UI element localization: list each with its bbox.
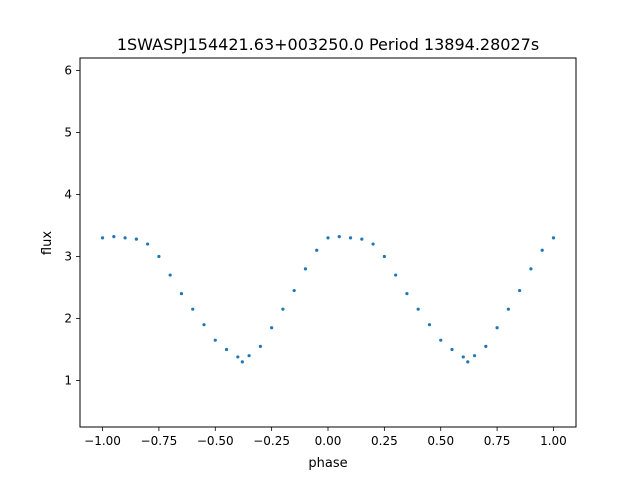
data-point: [416, 307, 420, 311]
data-point: [100, 236, 105, 240]
data-point: [466, 360, 470, 364]
data-point: [427, 323, 432, 327]
data-point: [247, 354, 251, 358]
chart-title: 1SWASPJ154421.63+003250.0 Period 13894.2…: [117, 35, 539, 54]
data-point: [472, 354, 477, 358]
data-point: [394, 273, 398, 277]
data-point: [168, 273, 172, 277]
x-tick-label: −0.50: [197, 434, 234, 448]
data-point: [439, 338, 443, 342]
data-point: [540, 248, 544, 252]
y-axis-label: flux: [40, 231, 55, 255]
data-point: [337, 235, 341, 239]
data-point: [213, 338, 217, 342]
y-tick-label: 6: [64, 63, 72, 77]
x-tick-label: 0.25: [371, 434, 398, 448]
data-point: [551, 236, 556, 240]
data-point: [315, 248, 319, 252]
data-point: [236, 355, 240, 359]
x-tick-label: 0.75: [484, 434, 511, 448]
y-axis-ticks: 1 2 3 4 5 6: [64, 63, 80, 387]
data-point: [382, 254, 386, 259]
data-point: [518, 288, 522, 293]
y-tick-label: 1: [64, 373, 72, 387]
x-tick-label: 1.00: [540, 434, 567, 448]
data-point: [461, 355, 465, 359]
data-points: [100, 235, 556, 364]
y-tick-label: 2: [64, 311, 72, 325]
y-tick-label: 4: [64, 187, 72, 201]
data-point: [495, 326, 499, 330]
data-point: [112, 235, 116, 239]
data-point: [360, 237, 364, 241]
data-point: [179, 292, 184, 296]
x-axis-ticks: −1.00 −0.75 −0.50 −0.25 0.00 0.25 0.50 0.75 1.00: [84, 427, 567, 448]
data-point: [529, 267, 533, 271]
data-point: [303, 267, 308, 271]
data-point: [450, 347, 454, 352]
data-point: [371, 242, 375, 246]
x-axis-label: phase: [308, 456, 347, 471]
data-point: [202, 323, 206, 327]
data-point: [134, 237, 138, 241]
data-point: [224, 347, 229, 352]
data-point: [292, 288, 296, 293]
data-point: [157, 254, 161, 259]
y-tick-label: 3: [64, 249, 72, 263]
data-point: [326, 236, 330, 240]
data-point: [506, 307, 510, 311]
data-point: [270, 326, 274, 330]
data-point: [123, 236, 127, 240]
data-point: [484, 344, 488, 348]
data-point: [146, 242, 150, 246]
data-point: [191, 307, 195, 311]
x-tick-label: 0.00: [315, 434, 342, 448]
x-tick-label: 0.50: [427, 434, 454, 448]
x-tick-label: −0.75: [141, 434, 178, 448]
x-tick-label: −1.00: [84, 434, 121, 448]
data-point: [240, 360, 244, 364]
data-point: [348, 236, 353, 240]
data-point: [281, 307, 285, 311]
x-tick-label: −0.25: [253, 434, 290, 448]
data-point: [405, 292, 409, 296]
y-tick-label: 5: [64, 125, 72, 139]
data-point: [258, 344, 262, 348]
